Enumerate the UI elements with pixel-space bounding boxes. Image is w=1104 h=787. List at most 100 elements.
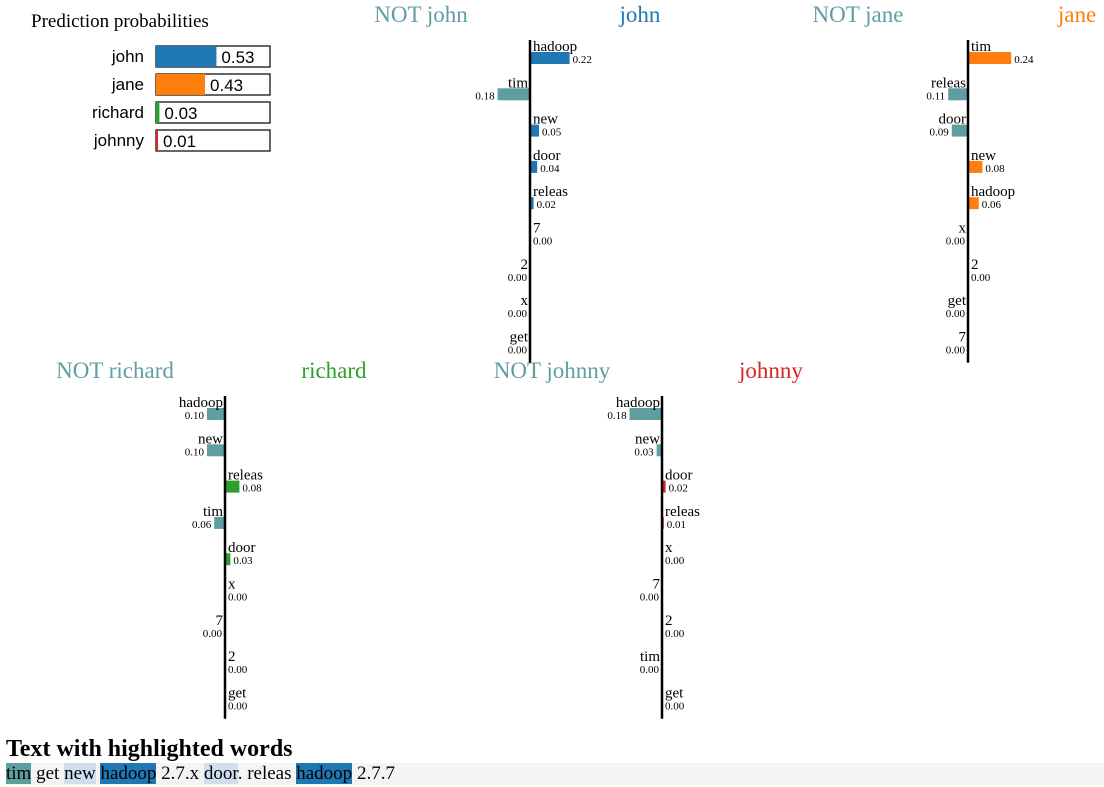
feature-word: door <box>665 468 693 484</box>
feature-value: 0.00 <box>508 272 528 284</box>
feature-word: x <box>228 577 236 593</box>
feature-bar <box>207 444 225 457</box>
feature-row-tim: tim 0.18 <box>475 75 530 102</box>
feature-bar <box>225 553 231 566</box>
feature-word: hadoop <box>971 184 1015 200</box>
feature-bar <box>530 52 570 64</box>
feature-row-2: 20.00 <box>508 257 528 284</box>
probability-value: 0.03 <box>164 104 197 123</box>
feature-word: hadoop <box>533 39 577 55</box>
feature-bar <box>656 444 662 457</box>
probability-label: johnny <box>93 131 145 150</box>
feature-bar <box>951 124 968 137</box>
feature-bar <box>968 197 979 210</box>
prediction-probabilities-title: Prediction probabilities <box>31 11 209 32</box>
feature-value: 0.22 <box>573 54 592 66</box>
feature-value: 0.03 <box>634 446 654 458</box>
feature-word: releas <box>665 504 700 520</box>
probability-bar <box>156 74 206 95</box>
feature-bar <box>948 88 968 101</box>
feature-value: 0.01 <box>667 519 686 531</box>
feature-word: hadoop <box>616 395 660 411</box>
feature-value: 0.00 <box>228 592 248 604</box>
probability-label: richard <box>92 103 144 122</box>
feature-word: 2 <box>971 257 979 273</box>
feature-bar <box>497 88 530 101</box>
feature-bar <box>968 160 983 173</box>
feature-value: 0.00 <box>971 272 991 284</box>
plain-text: . releas <box>237 763 297 784</box>
chart-not-label: NOT jane <box>813 2 904 27</box>
feature-value: 0.00 <box>946 308 966 320</box>
probability-value: 0.43 <box>210 76 243 95</box>
plain-text: 2.7.7 <box>352 763 395 784</box>
feature-row-x: x0.00 <box>665 540 685 567</box>
feature-value: 0.08 <box>985 163 1005 175</box>
feature-word: get <box>510 329 529 345</box>
feature-word: new <box>198 431 223 447</box>
feature-word: tim <box>640 649 660 665</box>
feature-value: 0.18 <box>607 410 627 422</box>
feature-word: releas <box>931 75 966 91</box>
probability-row-john: john 0.53 <box>111 45 271 68</box>
prediction-probabilities: Prediction probabilities john 0.53 jane 0.4… <box>31 11 271 152</box>
feature-value: 0.10 <box>185 410 205 422</box>
highlighted-word: hadoop <box>296 763 353 784</box>
feature-word: door <box>228 540 256 556</box>
feature-value: 0.00 <box>665 628 685 640</box>
feature-bar <box>530 124 539 137</box>
feature-word: tim <box>971 39 991 55</box>
feature-word: 2 <box>665 613 673 629</box>
probability-row-jane: jane 0.43 <box>111 73 271 96</box>
feature-word: get <box>948 293 967 309</box>
feature-bar <box>530 160 538 173</box>
feature-word: releas <box>533 184 568 200</box>
feature-value: 0.00 <box>640 664 660 676</box>
chart-class-label: johnny <box>738 358 803 383</box>
feature-value: 0.24 <box>1014 54 1034 66</box>
feature-value: 0.02 <box>669 483 688 495</box>
probability-row-johnny: johnny 0.01 <box>93 129 271 152</box>
feature-value: 0.00 <box>228 664 248 676</box>
feature-row-x: x0.00 <box>508 293 529 320</box>
feature-word: 7 <box>959 329 967 345</box>
feature-value: 0.06 <box>192 519 212 531</box>
feature-chart-john: NOT john johnhadoop0.22tim0.18new0.05door… <box>374 2 661 363</box>
probability-bar <box>156 130 158 151</box>
feature-value: 0.00 <box>946 236 966 248</box>
feature-value: 0.11 <box>926 90 945 102</box>
feature-row-2: 20.00 <box>228 649 248 676</box>
feature-value: 0.00 <box>228 700 248 712</box>
feature-row-7: 70.00 <box>533 221 553 248</box>
feature-word: x <box>521 293 529 309</box>
feature-row-7: 70.00 <box>203 613 224 640</box>
feature-word: hadoop <box>179 395 223 411</box>
highlighted-word: hadoop <box>100 763 157 784</box>
chart-not-label: NOT johnny <box>494 358 611 383</box>
feature-bar <box>214 516 225 529</box>
feature-value: 0.00 <box>533 236 553 248</box>
feature-word: door <box>533 148 561 164</box>
chart-not-label: NOT richard <box>56 358 174 383</box>
feature-row-7: 70.00 <box>640 577 661 604</box>
feature-word: 2 <box>521 257 529 273</box>
feature-word: new <box>971 148 996 164</box>
feature-bar <box>968 52 1012 64</box>
feature-value: 0.18 <box>475 90 495 102</box>
